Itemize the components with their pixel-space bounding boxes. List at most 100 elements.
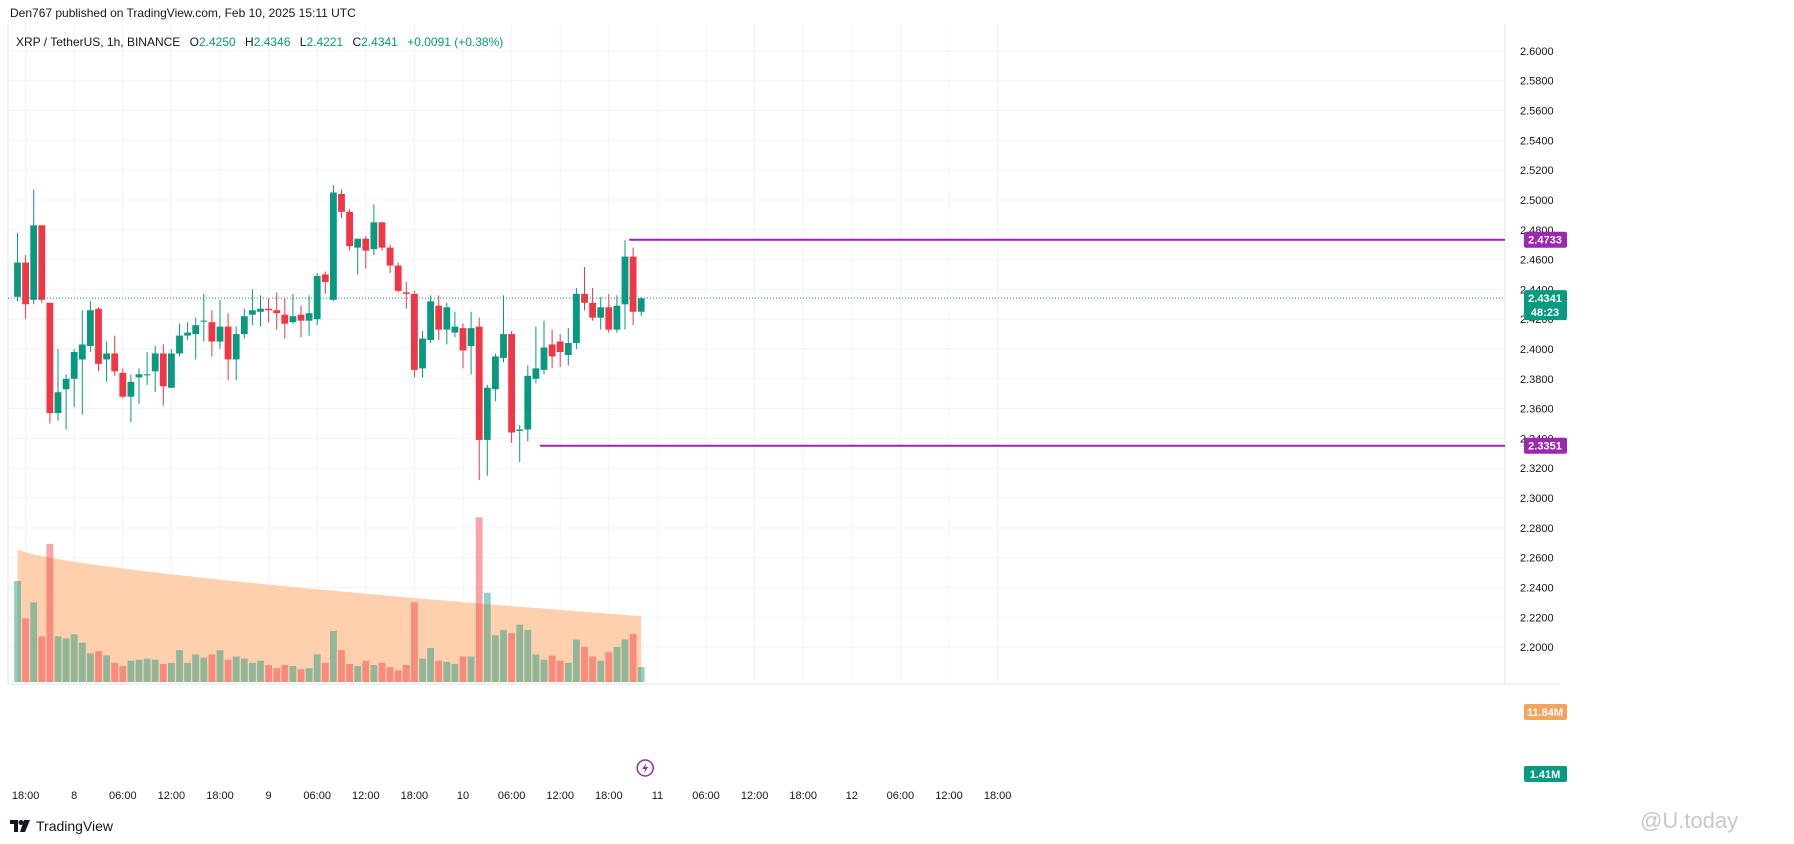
time-tick-label: 12:00 bbox=[158, 790, 186, 802]
volume-bar bbox=[338, 650, 345, 682]
level-price-tag bbox=[1524, 231, 1567, 248]
volume-bar bbox=[135, 659, 143, 682]
volume-bar bbox=[637, 667, 645, 682]
price-tick-label: 2.2600 bbox=[1520, 553, 1554, 565]
candle-body bbox=[330, 192, 337, 300]
time-axis: 18:00 8 06:00 12:00 18:00 9 06:00 12:00 18:00 10 0… bbox=[12, 790, 1012, 802]
candle-body bbox=[22, 262, 29, 305]
volume-bar bbox=[30, 602, 38, 682]
volume-bar bbox=[127, 660, 135, 682]
time-tick-label: 18:00 bbox=[595, 790, 623, 802]
volume-bar bbox=[411, 602, 418, 682]
volume-bar bbox=[492, 635, 499, 682]
candle-body bbox=[249, 310, 256, 315]
volume-bar bbox=[257, 660, 264, 682]
candle-body bbox=[321, 274, 329, 282]
candle-body bbox=[95, 308, 102, 364]
candle-body bbox=[232, 334, 240, 360]
volume-bar bbox=[200, 657, 208, 682]
volume-last-tag-text: 1.41M bbox=[1530, 769, 1561, 781]
volume-bar bbox=[38, 636, 46, 682]
candle-body bbox=[589, 302, 596, 318]
candle-body bbox=[192, 325, 200, 335]
grid-lines bbox=[7, 24, 1560, 685]
time-tick-label: 12:00 bbox=[935, 790, 963, 802]
volume-bar bbox=[95, 651, 102, 682]
volume-bar bbox=[370, 665, 378, 682]
price-tick-label: 2.3600 bbox=[1520, 404, 1554, 416]
candle-body bbox=[289, 316, 297, 323]
symbol-legend: XRP / TetherUS, 1h, BINANCE O2.4250 H2.4… bbox=[16, 35, 503, 49]
price-tick-label: 2.5000 bbox=[1520, 195, 1554, 207]
volume-bar bbox=[111, 662, 119, 682]
volume-bar bbox=[330, 631, 337, 682]
volume-bar bbox=[540, 659, 548, 682]
volume-bar bbox=[362, 660, 370, 682]
volume-bar bbox=[597, 660, 605, 682]
volume-bar bbox=[62, 638, 70, 682]
low-value: 2.4221 bbox=[306, 35, 344, 49]
time-tick-label: 06:00 bbox=[303, 790, 331, 802]
candle-body bbox=[54, 392, 62, 414]
candle-body bbox=[605, 307, 613, 330]
time-tick-label: 12:00 bbox=[741, 790, 769, 802]
time-tick-label: 18:00 bbox=[12, 790, 40, 802]
symbol-name: XRP / TetherUS, 1h, BINANCE bbox=[16, 35, 181, 49]
candle-body bbox=[224, 326, 232, 360]
low-label: L bbox=[299, 35, 307, 49]
candle-body bbox=[70, 351, 78, 379]
volume-bar bbox=[394, 670, 402, 682]
volume-bar bbox=[427, 648, 434, 682]
volume-bar bbox=[589, 656, 596, 682]
time-tick-label: 06:00 bbox=[109, 790, 137, 802]
volume-bar bbox=[386, 667, 394, 682]
volume-bar bbox=[184, 662, 191, 682]
change-value: +0.0091 (+0.38%) bbox=[407, 35, 504, 49]
time-tick-label: 9 bbox=[266, 790, 272, 802]
candle-body bbox=[143, 374, 151, 376]
candle-body bbox=[475, 326, 483, 440]
candle-body bbox=[119, 372, 127, 397]
price-tick-label: 2.4000 bbox=[1520, 344, 1554, 356]
candle-body bbox=[564, 343, 572, 355]
volume-bar bbox=[176, 650, 183, 682]
volume-bar bbox=[46, 543, 54, 682]
volume-bar bbox=[297, 669, 305, 682]
candle-body bbox=[394, 265, 402, 291]
price-tick-label: 2.2800 bbox=[1520, 523, 1554, 535]
price-tick-label: 2.3000 bbox=[1520, 493, 1554, 505]
volume-bar bbox=[321, 662, 329, 682]
candle-body bbox=[257, 308, 264, 312]
candle-body bbox=[127, 381, 135, 397]
candle-body bbox=[548, 344, 556, 357]
time-tick-label: 8 bbox=[71, 790, 77, 802]
time-tick-label: 12:00 bbox=[546, 790, 574, 802]
level-price-tag-text: 2.4733 bbox=[1528, 235, 1562, 247]
volume-bar bbox=[516, 624, 524, 682]
time-tick-label: 18:00 bbox=[789, 790, 817, 802]
tradingview-logo[interactable]: TradingView bbox=[10, 818, 113, 834]
candle-body bbox=[46, 302, 54, 414]
level-price-tag bbox=[1524, 437, 1567, 454]
price-tick-label: 2.5600 bbox=[1520, 106, 1554, 118]
candle-body bbox=[38, 225, 46, 300]
volume-bar bbox=[500, 629, 507, 682]
candle-body bbox=[103, 353, 110, 360]
price-tick-label: 2.4600 bbox=[1520, 255, 1554, 267]
volume-last-tag bbox=[1524, 766, 1567, 782]
candle-body bbox=[30, 225, 38, 300]
candle-body bbox=[135, 374, 143, 378]
volume-bar bbox=[459, 656, 467, 682]
volume-bar bbox=[605, 652, 613, 682]
candle-body bbox=[111, 353, 119, 372]
volume-moving-average-area bbox=[17, 549, 642, 682]
volume-ma-tag bbox=[1524, 704, 1567, 720]
price-tick-label: 2.2000 bbox=[1520, 642, 1554, 654]
candle-body bbox=[378, 222, 386, 248]
candlesticks bbox=[14, 185, 645, 481]
volume-bar bbox=[305, 668, 313, 682]
volume-bar bbox=[224, 659, 232, 682]
volume-bar bbox=[143, 658, 151, 682]
time-tick-label: 06:00 bbox=[498, 790, 526, 802]
